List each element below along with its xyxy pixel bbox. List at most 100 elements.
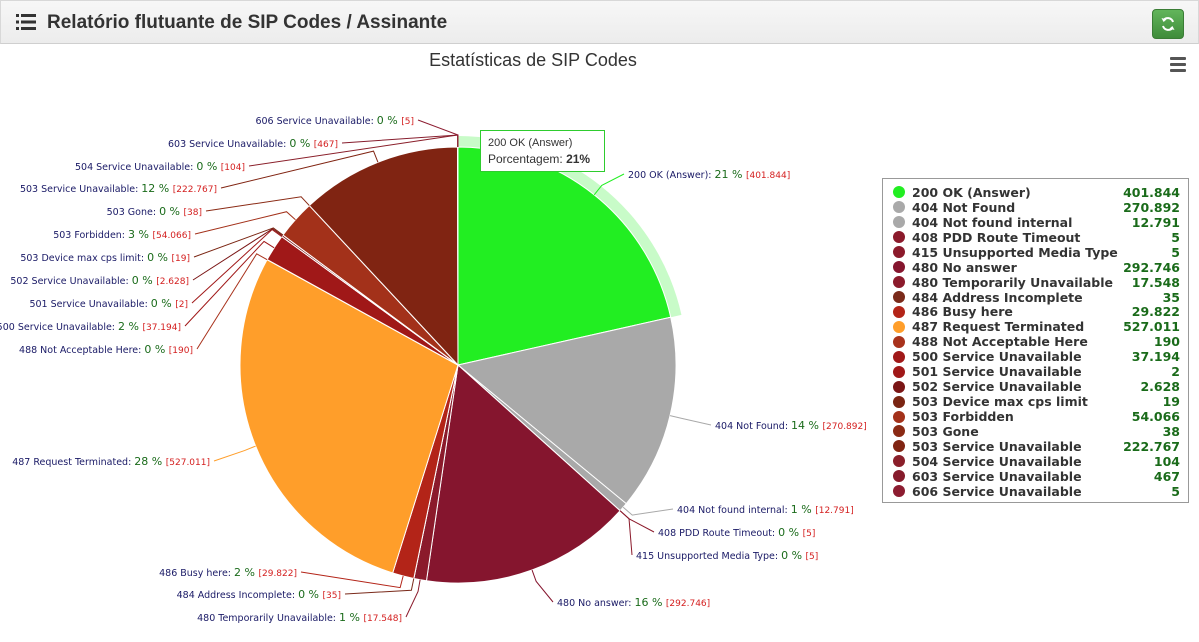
legend-label: 404 Not Found [912,199,1016,215]
legend-value: 29.822 [1131,304,1180,320]
legend-value: 38 [1162,423,1180,439]
legend-label: 606 Service Unavailable [912,483,1082,499]
tooltip-label: Porcentagem: [488,152,563,166]
legend-item-404-not-found[interactable]: 404 Not Found 270.892 [893,200,1180,215]
legend-item-200-ok-answer[interactable]: 200 OK (Answer) 401.844 [893,185,1180,200]
legend-item-487-request-terminated[interactable]: 487 Request Terminated 527.011 [893,319,1180,334]
data-label-404-not-found-internal: 404 Not found internal: 1 % [12.791] [677,503,854,516]
data-label-480-temporarily-unavailable: 480 Temporarily Unavailable: 1 % [17.548… [197,611,402,624]
connector-488-not-acceptable-here [196,253,268,350]
legend-marker [893,350,905,363]
connector-500-service-unavailable [184,240,275,327]
legend-value: 17.548 [1131,274,1180,290]
legend-item-502-service-unavailable[interactable]: 502 Service Unavailable 2.628 [893,379,1180,394]
connector-502-service-unavailable [192,228,283,281]
data-label-503-service-unavailable: 503 Service Unavailable: 12 % [222.767] [20,182,217,195]
legend-label: 415 Unsupported Media Type [912,244,1118,260]
chart-tooltip: 200 OK (Answer) Porcentagem: 21% [480,130,605,172]
tooltip-series-name: 200 OK (Answer) [488,137,573,149]
legend-value: 2 [1171,364,1180,380]
connector-603-service-unavailable [341,134,459,148]
legend-label: 603 Service Unavailable [912,468,1082,484]
connector-484-address-incomplete [344,578,415,595]
legend-value: 104 [1153,453,1180,469]
legend-item-484-address-incomplete[interactable]: 484 Address Incomplete 35 [893,290,1180,305]
legend-value: 527.011 [1123,319,1180,335]
legend-value: 2.628 [1140,379,1180,395]
legend-item-503-gone[interactable]: 503 Gone 38 [893,424,1180,439]
legend-item-501-service-unavailable[interactable]: 501 Service Unavailable 2 [893,364,1180,379]
legend-item-503-forbidden[interactable]: 503 Forbidden 54.066 [893,409,1180,424]
pie-slice-404-not-found[interactable] [456,316,677,505]
legend-item-415-unsupported-media-type[interactable]: 415 Unsupported Media Type 5 [893,245,1180,260]
legend-marker [893,470,905,483]
legend-marker [893,335,905,348]
legend-value: 5 [1171,229,1180,245]
data-label-200-ok-answer: 200 OK (Answer): 21 % [401.844] [628,168,790,181]
pie-slice-487-request-terminated[interactable] [239,259,459,574]
legend-label: 503 Service Unavailable [912,438,1082,454]
legend-label: 200 OK (Answer) [912,184,1031,200]
connector-404-not-found-internal [622,506,674,516]
legend-label: 480 Temporarily Unavailable [912,274,1113,290]
data-label-500-service-unavailable: 500 Service Unavailable: 2 % [37.194] [0,320,181,333]
legend-item-503-device-max-cps-limit[interactable]: 503 Device max cps limit 19 [893,394,1180,409]
legend-value: 5 [1171,244,1180,260]
legend-item-480-temporarily-unavailable[interactable]: 480 Temporarily Unavailable 17.548 [893,275,1180,290]
list-icon [16,14,36,30]
legend-label: 503 Device max cps limit [912,394,1088,410]
connector-415-unsupported-media-type [619,510,633,556]
legend-item-480-no-answer[interactable]: 480 No answer 292.746 [893,260,1180,275]
legend-label: 484 Address Incomplete [912,289,1083,305]
legend-label: 503 Gone [912,423,979,439]
legend-item-488-not-acceptable-here[interactable]: 488 Not Acceptable Here 190 [893,334,1180,349]
legend-marker [893,276,905,289]
data-label-502-service-unavailable: 502 Service Unavailable: 0 % [2.628] [10,274,189,287]
data-label-503-gone: 503 Gone: 0 % [38] [107,205,202,218]
legend-value: 467 [1153,468,1180,484]
connector-404-not-found [669,415,712,426]
legend-item-486-busy-here[interactable]: 486 Busy here 29.822 [893,304,1180,320]
legend-marker [893,261,905,274]
legend-value: 35 [1162,289,1180,305]
legend-item-404-not-found-internal[interactable]: 404 Not found internal 12.791 [893,215,1180,230]
connector-480-no-answer [531,569,554,603]
legend-marker [893,365,905,378]
legend-item-603-service-unavailable[interactable]: 603 Service Unavailable 467 [893,469,1180,484]
legend-marker [893,291,905,304]
panel-header: Relatório flutuante de SIP Codes / Assin… [0,0,1199,44]
refresh-button[interactable] [1152,9,1184,39]
legend-item-606-service-unavailable[interactable]: 606 Service Unavailable 5 [893,484,1180,499]
legend-label: 503 Forbidden [912,409,1014,425]
connector-503-service-unavailable [220,150,379,189]
chart-legend: 200 OK (Answer) 401.844 404 Not Found 270.8… [882,178,1189,503]
data-label-501-service-unavailable: 501 Service Unavailable: 0 % [2] [29,297,188,310]
legend-marker [893,425,905,438]
legend-marker [893,320,905,333]
refresh-icon [1161,17,1175,31]
legend-label: 502 Service Unavailable [912,379,1082,395]
legend-marker [893,380,905,393]
legend-value: 222.767 [1123,438,1180,454]
legend-item-408-pdd-route-timeout[interactable]: 408 PDD Route Timeout 5 [893,230,1180,245]
legend-marker [893,186,905,199]
connector-486-busy-here [300,571,404,589]
legend-value: 5 [1171,483,1180,499]
legend-item-503-service-unavailable[interactable]: 503 Service Unavailable 222.767 [893,439,1180,454]
data-label-603-service-unavailable: 603 Service Unavailable: 0 % [467] [168,137,338,150]
page-title: Relatório flutuante de SIP Codes / Assin… [47,12,448,33]
connector-503-forbidden [194,211,296,235]
legend-item-500-service-unavailable[interactable]: 500 Service Unavailable 37.194 [893,349,1180,364]
legend-item-504-service-unavailable[interactable]: 504 Service Unavailable 104 [893,454,1180,469]
legend-label: 480 No answer [912,259,1017,275]
legend-marker [893,231,905,244]
data-label-484-address-incomplete: 484 Address Incomplete: 0 % [35] [177,588,341,601]
legend-marker [893,216,905,229]
data-label-486-busy-here: 486 Busy here: 2 % [29.822] [159,566,297,579]
connector-480-temporarily-unavailable [405,579,421,618]
tooltip-value: 21% [566,152,591,166]
legend-value: 19 [1162,394,1180,410]
hamburger-icon[interactable] [1170,57,1188,73]
data-label-480-no-answer: 480 No answer: 16 % [292.746] [557,596,710,609]
